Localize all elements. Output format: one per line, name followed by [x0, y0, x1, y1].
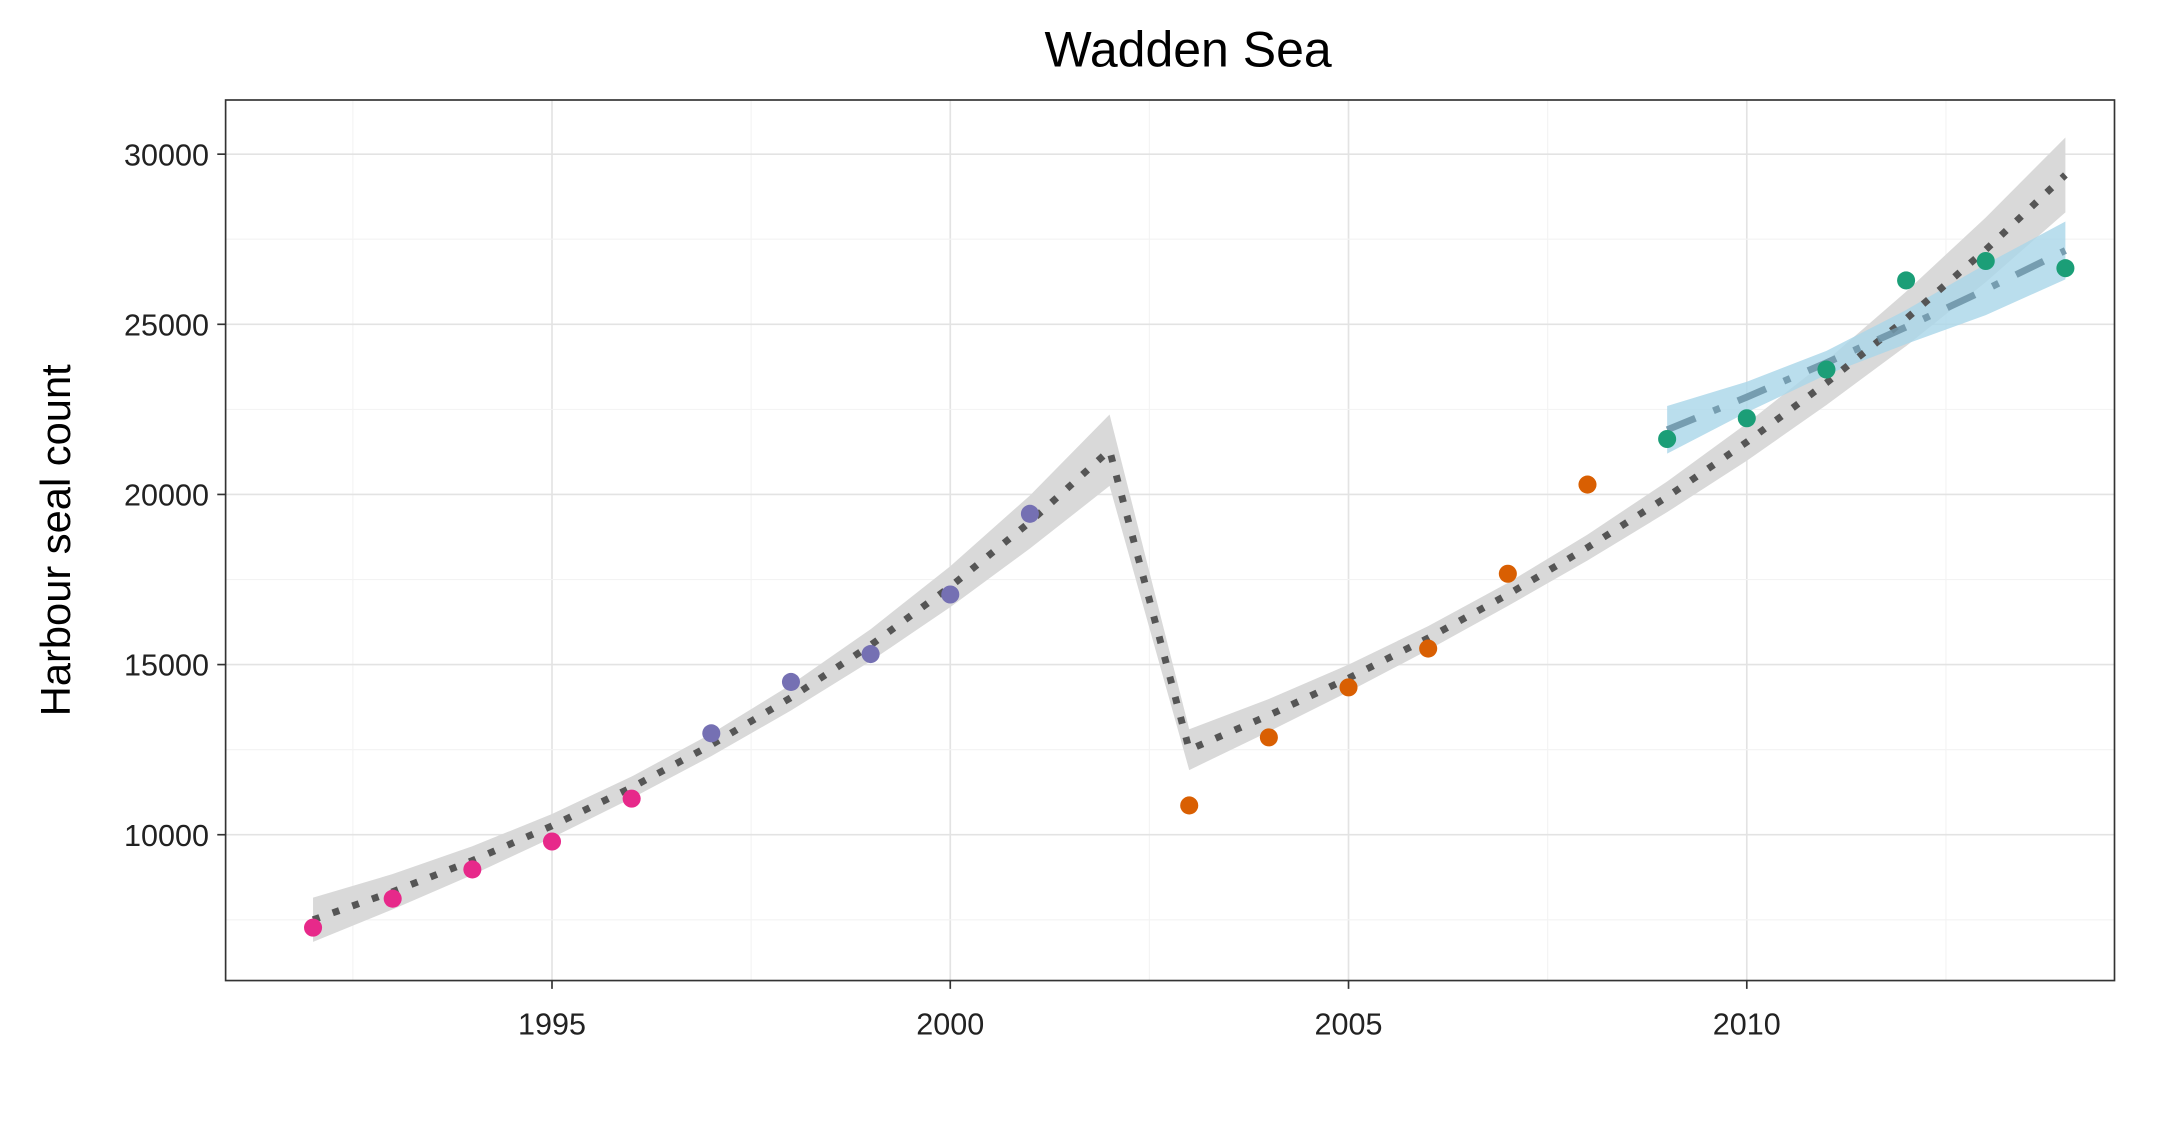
fit-line-dotted [311, 172, 2068, 924]
y-tick-label: 10000 [124, 819, 209, 853]
data-point-group4 [1658, 429, 1677, 449]
y-tick-label: 15000 [124, 649, 209, 683]
plot-border [224, 99, 2116, 982]
data-point-group1 [542, 832, 562, 851]
x-tick-label: 1995 [518, 1008, 586, 1042]
data-point-group2 [1020, 504, 1039, 523]
data-point-group2 [861, 645, 880, 664]
data-point-group3 [1339, 678, 1358, 697]
data-point-group3 [1259, 728, 1278, 747]
y-tick-label: 25000 [124, 308, 209, 342]
data-point-group1 [622, 789, 641, 808]
data-point-group1 [463, 860, 482, 879]
data-point-group4 [1817, 360, 1836, 379]
data-point-group3 [1419, 639, 1438, 658]
confidence-bands [313, 137, 2066, 942]
x-tick-label: 2005 [1315, 1008, 1383, 1042]
data-point-group3 [1498, 564, 1517, 583]
data-point-group1 [383, 889, 402, 908]
data-point-group3 [1578, 475, 1597, 494]
chart-title: Wadden Sea [1044, 22, 1331, 78]
data-point-group4 [1897, 271, 1916, 290]
axes: 1995 2000 2005 2010 10000 15000 20000 25000 3000… [124, 138, 1781, 1041]
data-point-group4 [1737, 409, 1756, 428]
data-point-group4 [2056, 259, 2075, 278]
x-tick-label: 2000 [916, 1008, 984, 1042]
data-point-group2 [702, 724, 721, 743]
data-points [304, 251, 2075, 937]
data-point-group3 [1180, 796, 1199, 815]
y-tick-label: 20000 [124, 479, 209, 513]
x-tick-label: 2010 [1713, 1008, 1781, 1042]
alt-fit-confidence-band [1667, 221, 2066, 454]
data-point-group4 [1976, 251, 1995, 271]
data-point-group2 [941, 585, 960, 604]
gridlines [225, 100, 2115, 981]
data-point-group2 [781, 672, 800, 691]
y-tick-label: 30000 [124, 138, 209, 172]
fit-confidence-band [313, 137, 2066, 942]
fit-lines [311, 172, 2068, 924]
y-axis-label: Harbour seal count [32, 364, 79, 716]
data-point-group1 [304, 918, 323, 937]
